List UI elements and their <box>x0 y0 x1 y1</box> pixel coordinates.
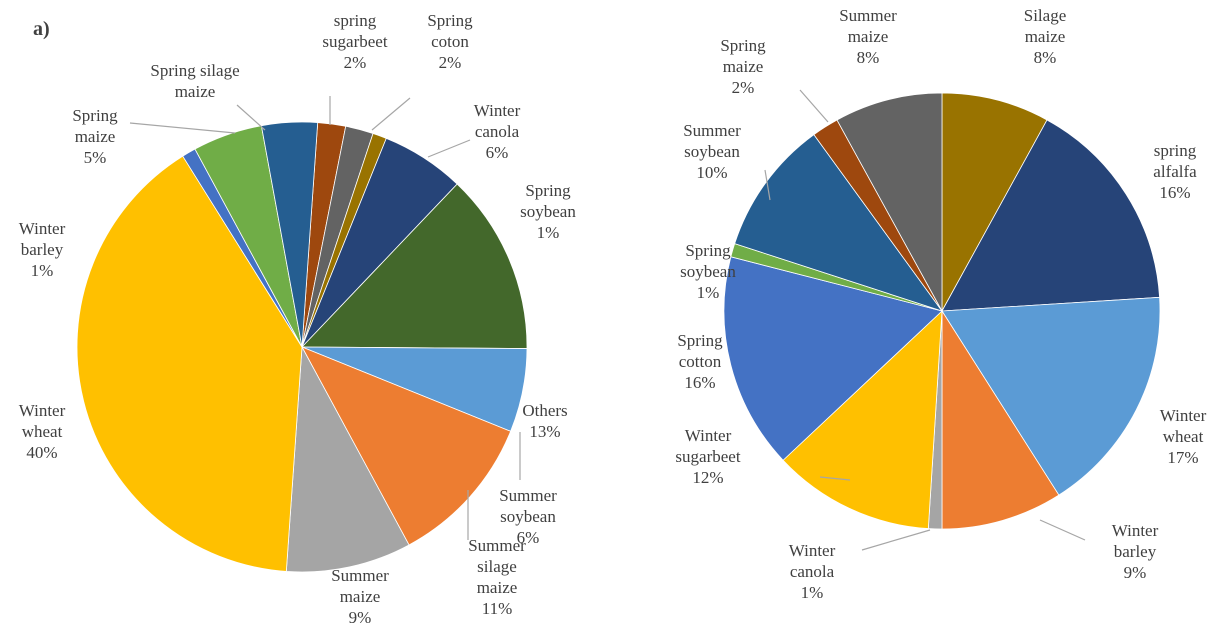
category-label: Summer soybean <box>683 121 741 161</box>
slice-label: Winter wheat 17% <box>1143 405 1218 468</box>
slice-label: Spring soybean 1% <box>508 180 588 243</box>
value-label: 1% <box>30 261 54 280</box>
category-label: Winter wheat <box>18 401 66 441</box>
panel-label: a) <box>33 18 50 40</box>
value-label: 1% <box>536 223 560 242</box>
leader-line <box>764 169 771 201</box>
leader-line <box>129 122 236 134</box>
pie-slice <box>782 310 943 529</box>
pie-slice <box>836 92 943 312</box>
slice-label: Spring silage maize <box>140 60 250 102</box>
category-label: Winter barley <box>1111 521 1159 561</box>
category-label: Summer maize <box>839 6 897 46</box>
value-label: 6% <box>485 143 509 162</box>
leader-line <box>861 529 931 551</box>
pie-slice <box>941 119 1160 312</box>
leader-line <box>236 104 266 131</box>
category-label: Winter canola <box>473 101 521 141</box>
slice-label: Summer soybean 10% <box>667 120 757 183</box>
leader-line <box>819 476 851 481</box>
value-label: 6% <box>516 528 540 547</box>
category-label: Spring soybean <box>680 241 736 281</box>
slice-label: Summer maize 9% <box>315 565 405 628</box>
value-label: 8% <box>856 48 880 67</box>
value-label: 9% <box>348 608 372 627</box>
category-label: Winter sugarbeet <box>675 426 741 466</box>
slice-label: Summer maize 8% <box>828 5 908 68</box>
value-label: 9% <box>1123 563 1147 582</box>
value-label: 8% <box>1033 48 1057 67</box>
leader-line <box>799 89 829 123</box>
slice-label: Spring soybean 1% <box>668 240 748 303</box>
slice-label: spring sugarbeet 2% <box>315 10 395 73</box>
value-label: 1% <box>800 583 824 602</box>
category-label: Winter wheat <box>1159 406 1207 446</box>
category-label: Spring coton <box>427 11 473 51</box>
value-label: 1% <box>696 283 720 302</box>
category-label: Spring cotton <box>677 331 723 371</box>
pie-slice <box>260 121 319 348</box>
value-label: 2% <box>731 78 755 97</box>
category-label: Spring silage maize <box>150 61 240 101</box>
slice-label: Summer silage maize 11% <box>467 535 527 619</box>
category-label: Spring maize <box>720 36 766 76</box>
value-label: 17% <box>1167 448 1199 467</box>
slice-label: Summer soybean 6% <box>488 485 568 548</box>
slice-label: Winter barley 1% <box>2 218 82 281</box>
pie-slice <box>285 345 410 573</box>
value-label: 10% <box>696 163 728 182</box>
slice-label: spring alfalfa 16% <box>1135 140 1215 203</box>
value-label: 12% <box>692 468 724 487</box>
slice-label: Winter canola 1% <box>772 540 852 603</box>
slice-label: Winter sugarbeet 12% <box>663 425 753 488</box>
pie-slice <box>941 296 1161 496</box>
pie-slice <box>734 134 944 312</box>
slice-label: Winter barley 9% <box>1095 520 1175 583</box>
leader-line <box>371 97 411 131</box>
slice-label: Winter wheat 40% <box>2 400 82 463</box>
pie-slice <box>941 92 1048 312</box>
category-label: Others <box>522 401 568 420</box>
pie-slice <box>723 256 943 461</box>
slice-label: Spring maize 5% <box>55 105 135 168</box>
category-label: Spring soybean <box>520 181 576 221</box>
category-label: Summer maize <box>331 566 389 606</box>
slice-label: Others 13% <box>515 400 575 442</box>
slice-label: Spring coton 2% <box>410 10 490 73</box>
slice-label: Spring maize 2% <box>703 35 783 98</box>
category-label: spring sugarbeet <box>322 11 388 51</box>
category-label: Winter canola <box>788 541 836 581</box>
value-label: 16% <box>684 373 716 392</box>
leader-line <box>427 139 471 158</box>
slice-label: Spring cotton 16% <box>660 330 740 393</box>
value-label: 11% <box>481 599 513 618</box>
pie-slice <box>941 309 1060 530</box>
value-label: 5% <box>83 148 107 167</box>
pie-slice <box>76 155 303 572</box>
category-label: Winter barley <box>18 219 66 259</box>
category-label: spring alfalfa <box>1153 141 1197 181</box>
slice-label: Silage maize 8% <box>1005 5 1085 68</box>
value-label: 2% <box>438 53 462 72</box>
pie-slice <box>301 346 512 546</box>
slice-label: Winter canola 6% <box>457 100 537 163</box>
value-label: 16% <box>1159 183 1191 202</box>
category-label: Silage maize <box>1023 6 1067 46</box>
category-label: Summer soybean <box>499 486 557 526</box>
value-label: 13% <box>529 422 561 441</box>
category-label: Spring maize <box>72 106 118 146</box>
value-label: 40% <box>26 443 58 462</box>
pie-slice <box>301 183 528 349</box>
value-label: 2% <box>343 53 367 72</box>
category-label: Summer silage maize <box>468 536 526 597</box>
leader-line <box>1039 519 1086 541</box>
